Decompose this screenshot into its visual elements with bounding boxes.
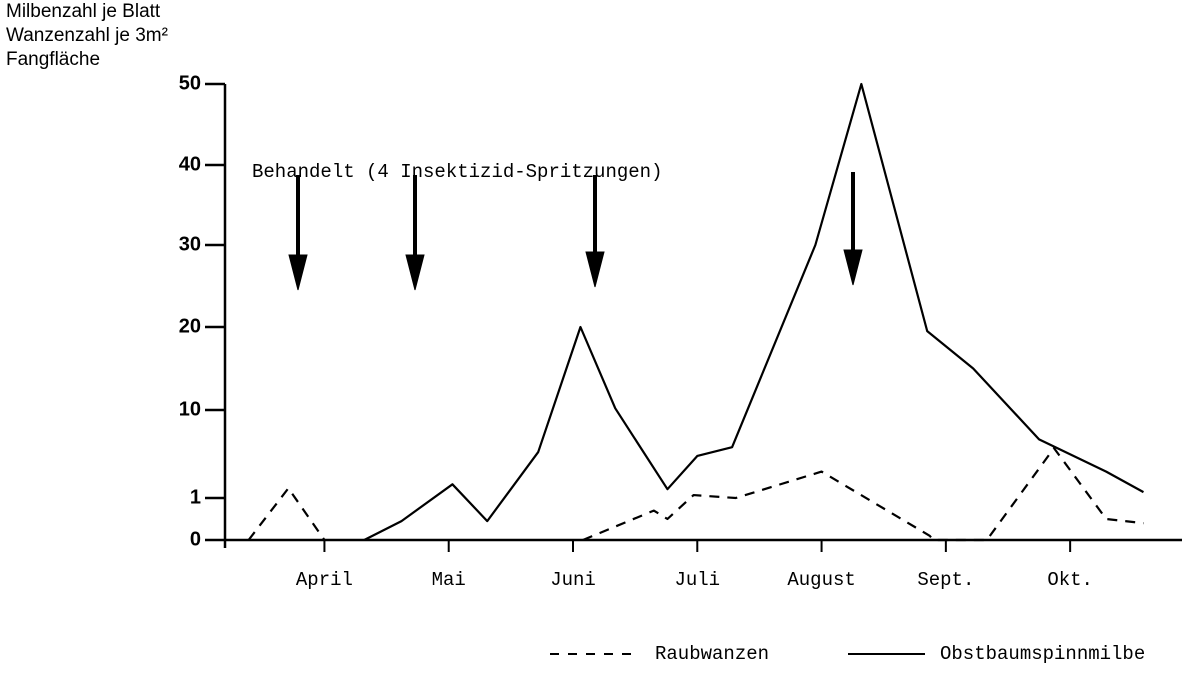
series-line [363, 82, 1145, 541]
series-line [247, 447, 1144, 542]
annotation: Behandelt (4 Insektizid-Spritzungen) [252, 161, 662, 183]
x-tick-label: April [296, 569, 353, 591]
y-tick-label: 40 [179, 153, 201, 175]
arrows [288, 172, 863, 291]
y-label-line: Fangfläche [6, 49, 100, 70]
arrow-head [843, 249, 863, 286]
arrow-head [585, 251, 605, 288]
legend-label: Obstbaumspinnmilbe [940, 643, 1145, 665]
legend-label: Raubwanzen [655, 643, 769, 665]
arrow-head [288, 254, 308, 291]
y-label-line: Milbenzahl je Blatt [6, 1, 161, 22]
y-tick-label: 1 [190, 486, 201, 508]
x-tick-label: August [787, 569, 855, 591]
y-label-line: Wanzenzahl je 3m² [6, 25, 168, 46]
x-tick-label: Juni [550, 569, 596, 591]
x-tick-label: Sept. [917, 569, 974, 591]
y-tick-label: 0 [190, 528, 201, 550]
y-tick-label: 10 [179, 398, 201, 420]
y-tick-label: 50 [179, 72, 201, 94]
y-tick-label: 20 [179, 315, 201, 337]
x-tick-label: Okt. [1047, 569, 1093, 591]
y-tick-label: 30 [179, 233, 201, 255]
x-tick-label: Mai [432, 569, 466, 591]
arrow-head [405, 254, 425, 291]
x-tick-label: Juli [674, 569, 720, 591]
